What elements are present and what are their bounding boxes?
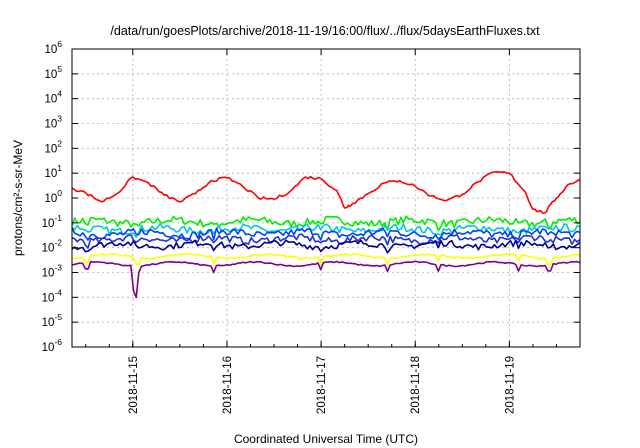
y-tick-label: 105 [44, 64, 62, 81]
series-line [71, 239, 581, 254]
x-tick-label: 2018-11-18 [410, 356, 422, 414]
y-tick-label: 100 [44, 188, 62, 205]
x-tick-label: 2018-11-19 [504, 356, 516, 414]
y-tick-exponent: 4 [57, 89, 62, 99]
y-tick-exponent: 2 [57, 138, 62, 148]
y-tick-exponent: -4 [54, 287, 62, 297]
y-tick-label: 104 [44, 89, 62, 106]
series-layer [71, 171, 581, 299]
x-tick-label: 2018-11-16 [222, 356, 234, 414]
y-tick-exponent: 3 [57, 114, 62, 124]
series-line [71, 171, 581, 214]
y-tick-exponent: -6 [54, 337, 62, 347]
x-tick-label: 2018-11-17 [316, 356, 328, 414]
y-tick-label: 101 [44, 163, 62, 180]
chart-title: /data/run/goesPlots/archive/2018-11-19/1… [110, 24, 540, 38]
series-line [71, 227, 581, 241]
y-tick-label: 106 [44, 39, 62, 56]
x-tick-label: 2018-11-15 [128, 356, 140, 414]
series-line [71, 252, 581, 266]
y-tick-exponent: -5 [54, 312, 62, 322]
y-tick-exponent: -2 [54, 238, 62, 248]
series-line [71, 215, 581, 232]
series-line [71, 233, 581, 249]
y-tick-exponent: 5 [57, 64, 62, 74]
y-tick-label: 10-3 [42, 263, 63, 280]
y-tick-exponent: -1 [54, 213, 62, 223]
x-axis: 2018-11-15 2018-11-16 2018-11-17 2018-11-18… [85, 49, 581, 414]
y-tick-exponent: 6 [57, 39, 62, 49]
y-tick-exponent: -3 [54, 263, 62, 273]
y-tick-exponent: 0 [57, 188, 62, 198]
y-tick-label: 102 [44, 138, 62, 155]
series-line [71, 222, 581, 238]
y-tick-label: 10-1 [42, 213, 63, 230]
y-tick-label: 103 [44, 114, 62, 131]
y-tick-label: 10-6 [42, 337, 63, 354]
y-axis: 10610510410310210110010-110-210-310-410-… [42, 39, 580, 354]
y-tick-label: 10-4 [42, 287, 63, 304]
series-line [71, 260, 581, 299]
y-tick-label: 10-2 [42, 238, 63, 255]
y-tick-label: 10-5 [42, 312, 63, 329]
x-axis-label: Coordinated Universal Time (UTC) [234, 432, 418, 446]
y-tick-exponent: 1 [57, 163, 62, 173]
grid [72, 49, 580, 347]
y-axis-label: protons/cm²-s-sr-MeV [11, 140, 25, 256]
